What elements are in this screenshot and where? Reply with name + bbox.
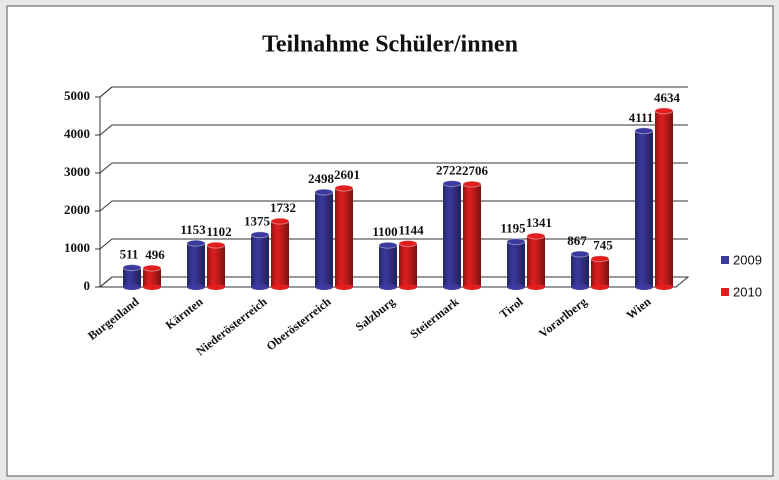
bar-top [186, 239, 206, 247]
bar-bottom [123, 284, 141, 290]
grid-line-depth [99, 124, 113, 136]
y-tick-label: 0 [84, 278, 91, 293]
y-tick-label: 2000 [64, 202, 90, 217]
bar-top [142, 264, 162, 272]
y-tick-label: 1000 [64, 240, 90, 255]
value-label: 1195 [500, 221, 526, 236]
bar-shade [123, 267, 141, 287]
value-label: 745 [593, 238, 613, 253]
bar-shade [571, 254, 589, 287]
bar-shade [507, 241, 525, 287]
bar-shade [527, 236, 545, 287]
bar-top [314, 188, 334, 196]
bar-bottom [187, 284, 205, 290]
bar-top [526, 232, 546, 240]
bar-shade [399, 243, 417, 287]
bar-shade [315, 192, 333, 287]
legend-label: 2010 [733, 284, 762, 299]
bar-top [206, 241, 226, 249]
bar-bottom [335, 284, 353, 290]
value-label: 511 [120, 247, 139, 262]
value-label: 1341 [526, 215, 552, 230]
value-label: 2706 [462, 163, 489, 178]
value-label: 4111 [629, 110, 654, 125]
value-label: 2601 [334, 167, 360, 182]
bar-bottom [379, 284, 397, 290]
bar-bottom [635, 284, 653, 290]
bar-shade [591, 258, 609, 287]
bar-bottom [271, 284, 289, 290]
bar-top [654, 107, 674, 115]
bar-shade [463, 184, 481, 287]
value-label: 867 [567, 233, 587, 248]
y-tick-label: 3000 [64, 164, 90, 179]
bar-top [462, 180, 482, 188]
bar-top [442, 180, 462, 188]
value-label: 1102 [206, 224, 231, 239]
bar-bottom [591, 284, 609, 290]
value-label: 2722 [436, 163, 462, 178]
y-tick-label: 5000 [64, 88, 90, 103]
y-tick-label: 4000 [64, 126, 90, 141]
bar-top [270, 217, 290, 225]
bar-bottom [251, 284, 269, 290]
bar-bottom [527, 284, 545, 290]
bar-shade [379, 245, 397, 287]
legend-swatch [721, 288, 729, 296]
bar-shade [207, 245, 225, 287]
bar-top [398, 240, 418, 248]
bar-top [506, 238, 526, 246]
grid-line-depth [99, 162, 113, 174]
value-label: 1100 [372, 224, 397, 239]
value-label: 1732 [270, 200, 296, 215]
bar-shade [443, 183, 461, 287]
bar-top [122, 264, 142, 272]
bar-top [378, 241, 398, 249]
bar-top [590, 255, 610, 263]
legend-swatch [721, 256, 729, 264]
bar-bottom [463, 284, 481, 290]
bar-bottom [399, 284, 417, 290]
bar-bottom [443, 284, 461, 290]
bar-bottom [507, 284, 525, 290]
bar-shade [635, 130, 653, 287]
bar-shade [271, 221, 289, 287]
bar-top [634, 127, 654, 135]
grid-line-depth [99, 238, 113, 250]
bar-shade [251, 234, 269, 287]
bar-bottom [143, 284, 161, 290]
bar-shade [655, 110, 673, 288]
bar-top [570, 250, 590, 258]
chart-title: Teilnahme Schüler/innen [262, 32, 518, 58]
bar-bottom [207, 284, 225, 290]
value-label: 2498 [308, 171, 335, 186]
bar-shade [335, 188, 353, 287]
bar-bottom [655, 284, 673, 290]
legend-label: 2009 [733, 252, 762, 267]
bar-bottom [571, 284, 589, 290]
value-label: 496 [145, 247, 165, 262]
grid-line-depth [99, 86, 113, 98]
bar-top [250, 231, 270, 239]
value-label: 1375 [244, 214, 271, 229]
bar-top [334, 184, 354, 192]
bar-shade [187, 243, 205, 287]
value-label: 1153 [180, 222, 206, 237]
value-label: 4634 [654, 90, 681, 105]
grid-line-depth [99, 276, 113, 288]
bar-bottom [315, 284, 333, 290]
grid-line-depth [99, 200, 113, 212]
bar-shade [143, 268, 161, 287]
value-label: 1144 [398, 223, 424, 238]
